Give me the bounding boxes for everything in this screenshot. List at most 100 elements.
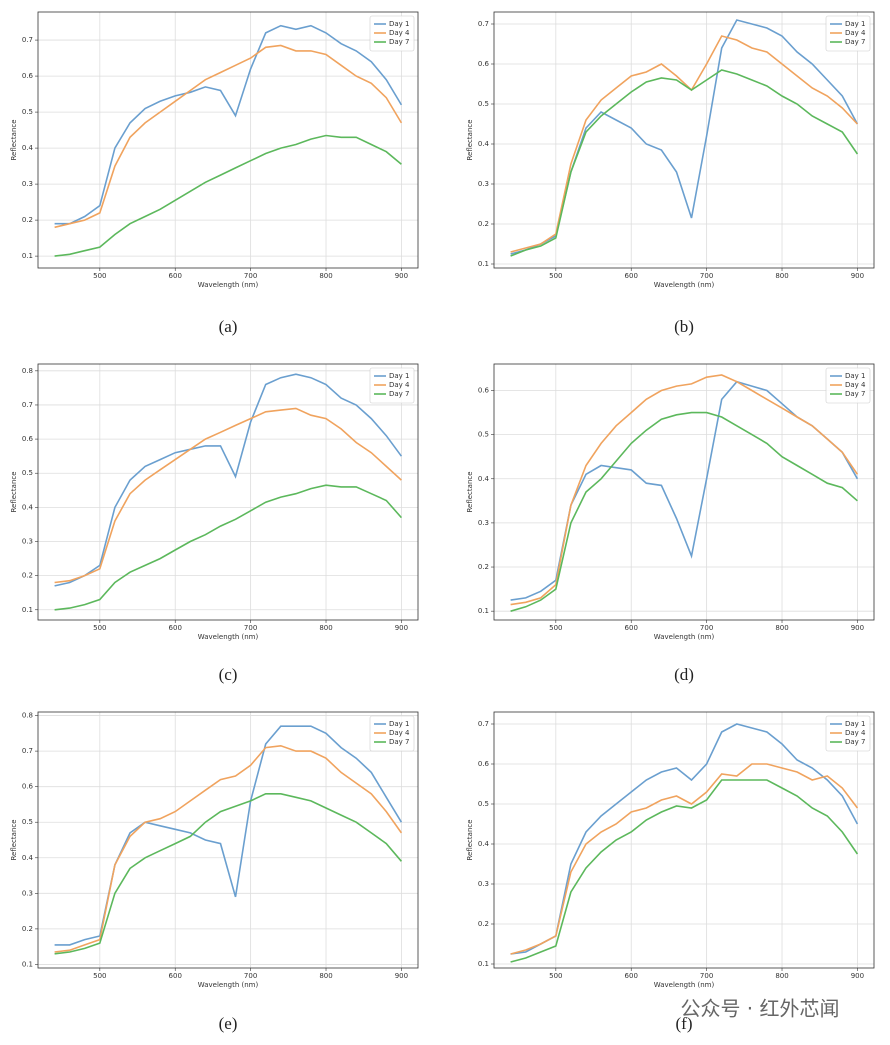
series-line <box>510 19 859 255</box>
x-tick-label: 700 <box>244 272 257 280</box>
y-tick-label: 0.5 <box>478 800 489 808</box>
plot-frame <box>37 11 419 269</box>
series-line <box>54 744 403 953</box>
subfigure-caption: (b) <box>674 317 694 336</box>
x-tick-label: 900 <box>851 624 864 632</box>
x-tick-label: 800 <box>775 624 788 632</box>
series-line <box>510 411 858 612</box>
x-axis-label: Wavelength (nm) <box>654 281 715 289</box>
x-tick-label: 700 <box>700 272 713 280</box>
y-tick-label: 0.1 <box>22 252 33 260</box>
y-tick-label: 0.2 <box>22 925 33 933</box>
x-tick-label: 900 <box>395 972 408 980</box>
y-tick-label: 0.4 <box>478 140 490 148</box>
y-tick-label: 0.2 <box>22 572 33 580</box>
legend-label: Day 1 <box>389 372 410 380</box>
x-tick-label: 600 <box>169 272 182 280</box>
y-tick-label: 0.2 <box>478 563 489 571</box>
x-tick-label: 900 <box>395 624 408 632</box>
legend-label: Day 1 <box>389 20 410 28</box>
y-tick-label: 0.3 <box>478 519 489 527</box>
x-tick-label: 500 <box>549 972 562 980</box>
legend-label: Day 4 <box>845 729 866 737</box>
y-tick-label: 0.7 <box>22 401 33 409</box>
legend-label: Day 1 <box>845 720 866 728</box>
legend-label: Day 4 <box>389 381 410 389</box>
x-tick-label: 500 <box>93 272 106 280</box>
y-axis-label: Reflectance <box>10 119 18 160</box>
x-tick-label: 700 <box>700 624 713 632</box>
y-tick-label: 0.1 <box>22 606 33 614</box>
x-tick-label: 600 <box>169 624 182 632</box>
legend-label: Day 7 <box>389 738 410 746</box>
legend-label: Day 1 <box>845 372 866 380</box>
x-axis-label: Wavelength (nm) <box>198 981 259 989</box>
series-line <box>510 763 859 955</box>
y-axis-label: Reflectance <box>10 471 18 512</box>
x-tick-label: 800 <box>775 272 788 280</box>
x-tick-label: 900 <box>395 272 408 280</box>
y-tick-label: 0.7 <box>478 20 489 28</box>
legend-label: Day 7 <box>845 738 866 746</box>
y-tick-label: 0.8 <box>22 367 33 375</box>
y-tick-label: 0.6 <box>22 72 34 80</box>
y-tick-label: 0.4 <box>22 503 34 511</box>
y-tick-label: 0.4 <box>478 840 490 848</box>
series-line <box>510 35 858 253</box>
series-line <box>54 24 403 225</box>
legend-label: Day 4 <box>389 29 410 37</box>
plot-frame <box>493 363 875 621</box>
y-axis-label: Reflectance <box>466 119 474 160</box>
subfigure-caption: (d) <box>674 665 694 684</box>
y-tick-label: 0.5 <box>22 469 33 477</box>
x-axis-label: Wavelength (nm) <box>654 633 715 641</box>
series-line <box>510 779 859 963</box>
legend-label: Day 1 <box>845 20 866 28</box>
y-tick-label: 0.8 <box>22 712 33 720</box>
x-tick-label: 800 <box>775 972 788 980</box>
y-tick-label: 0.6 <box>478 760 490 768</box>
series-line <box>54 373 403 587</box>
subfigure-caption: (e) <box>219 1014 238 1033</box>
y-tick-label: 0.7 <box>22 747 33 755</box>
series-line <box>54 407 402 584</box>
x-axis-label: Wavelength (nm) <box>198 633 259 641</box>
plot-frame <box>493 11 875 269</box>
y-tick-label: 0.6 <box>478 386 490 394</box>
y-axis-label: Reflectance <box>466 471 474 512</box>
series-line <box>54 134 402 257</box>
y-tick-label: 0.5 <box>22 818 33 826</box>
legend-label: Day 7 <box>845 38 866 46</box>
legend-label: Day 1 <box>389 720 410 728</box>
y-tick-label: 0.2 <box>478 920 489 928</box>
y-tick-label: 0.3 <box>22 889 33 897</box>
y-tick-label: 0.7 <box>478 720 489 728</box>
x-axis-label: Wavelength (nm) <box>654 981 715 989</box>
legend-label: Day 7 <box>389 38 410 46</box>
x-tick-label: 500 <box>549 272 562 280</box>
y-tick-label: 0.3 <box>478 880 489 888</box>
y-tick-label: 0.4 <box>22 854 34 862</box>
series-line <box>510 723 859 955</box>
y-axis-label: Reflectance <box>466 819 474 860</box>
y-tick-label: 0.6 <box>22 435 34 443</box>
x-tick-label: 700 <box>244 972 257 980</box>
plot-frame <box>493 711 875 969</box>
y-tick-label: 0.4 <box>22 144 34 152</box>
x-tick-label: 600 <box>169 972 182 980</box>
x-tick-label: 500 <box>549 624 562 632</box>
x-tick-label: 700 <box>700 972 713 980</box>
x-tick-label: 500 <box>93 972 106 980</box>
y-tick-label: 0.5 <box>22 108 33 116</box>
x-tick-label: 600 <box>625 972 638 980</box>
y-tick-label: 0.2 <box>478 220 489 228</box>
series-line <box>54 44 403 229</box>
y-tick-label: 0.5 <box>478 431 489 439</box>
legend-label: Day 4 <box>845 381 866 389</box>
y-tick-label: 0.3 <box>22 537 33 545</box>
y-tick-label: 0.1 <box>478 260 489 268</box>
subfigure-caption: (c) <box>219 665 238 684</box>
x-tick-label: 600 <box>625 272 638 280</box>
legend-label: Day 7 <box>845 390 866 398</box>
